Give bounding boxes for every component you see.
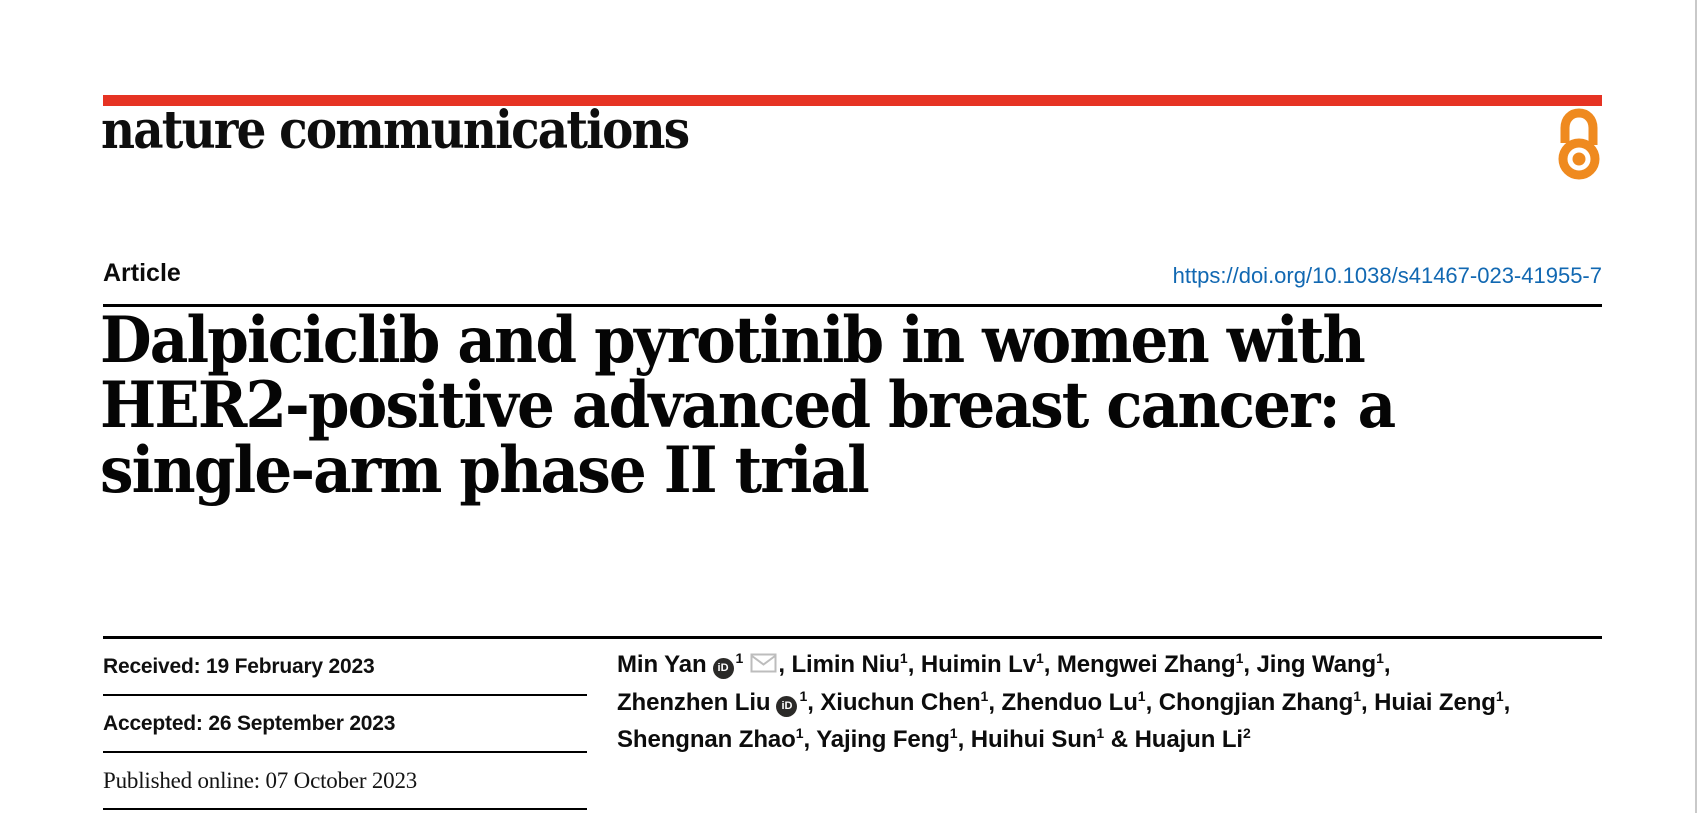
author-name: Chongjian Zhang xyxy=(1158,689,1354,716)
affiliation-superscript: 1 xyxy=(1495,688,1504,704)
header-divider-rule xyxy=(103,304,1602,307)
affiliation-superscript: 1 xyxy=(1137,688,1146,704)
author-name: Min Yan xyxy=(617,651,707,678)
author-list: Min Yan iD1, Limin Niu1, Huimin Lv1, Meng… xyxy=(617,646,1627,758)
journal-logo: nature communications xyxy=(101,100,690,161)
affiliation-superscript: 1 xyxy=(1353,688,1361,704)
author-separator: , xyxy=(803,726,817,753)
received-date: Received: 19 February 2023 xyxy=(103,654,375,678)
accepted-date-row: Accepted: 26 September 2023 xyxy=(103,696,587,753)
article-history: Received: 19 February 2023 Accepted: 26 … xyxy=(103,639,587,810)
author-name: Huajun Li xyxy=(1134,726,1244,753)
affiliation-superscript: 1 xyxy=(1376,650,1384,666)
author-name: Jing Wang xyxy=(1256,651,1377,678)
author-name: Zhenzhen Liu xyxy=(617,689,771,716)
author-separator: , xyxy=(957,726,971,753)
author-separator: , xyxy=(1361,689,1375,716)
received-date-row: Received: 19 February 2023 xyxy=(103,639,587,696)
author-name: Mengwei Zhang xyxy=(1056,651,1236,678)
author-name: Limin Niu xyxy=(791,651,900,678)
open-access-icon xyxy=(1556,107,1602,185)
published-date-row: Published online: 07 October 2023 xyxy=(103,753,587,810)
article-type-label: Article xyxy=(103,259,181,287)
affiliation-superscript: 1 xyxy=(1096,725,1105,741)
orcid-icon[interactable]: iD xyxy=(712,658,734,679)
author-name: Yajing Feng xyxy=(816,726,950,753)
page-edge-divider xyxy=(1695,0,1697,813)
author-name: Shengnan Zhao xyxy=(617,726,796,753)
brand-bar xyxy=(103,95,1602,106)
title-divider-rule xyxy=(103,636,1602,639)
article-title-line-2: HER2-positive advanced breast cancer: a xyxy=(100,368,1396,443)
affiliation-superscript: 1 xyxy=(899,650,908,666)
author-separator: , xyxy=(1043,651,1057,678)
author-separator: , xyxy=(1145,689,1159,716)
author-separator: & xyxy=(1104,726,1135,753)
affiliation-superscript: 1 xyxy=(735,650,744,666)
orcid-icon[interactable]: iD xyxy=(776,696,798,717)
author-name: Huihui Sun xyxy=(970,726,1097,753)
author-name: Zhenduo Lu xyxy=(1001,689,1138,716)
author-separator: , xyxy=(907,651,921,678)
affiliation-superscript: 1 xyxy=(949,725,958,741)
author-separator: , xyxy=(988,689,1002,716)
author-name: Xiuchun Chen xyxy=(820,689,981,716)
author-separator: , xyxy=(1383,651,1391,678)
affiliation-superscript: 1 xyxy=(980,688,989,704)
article-title: Dalpiciclib and pyrotinib in women with … xyxy=(100,308,1495,503)
accepted-date: Accepted: 26 September 2023 xyxy=(103,711,396,735)
affiliation-superscript: 1 xyxy=(1235,650,1244,666)
author-separator: , xyxy=(778,651,792,678)
article-title-line-3: single-arm phase II trial xyxy=(100,433,870,508)
affiliation-superscript: 2 xyxy=(1243,725,1251,741)
email-icon[interactable] xyxy=(750,647,777,684)
author-name: Huiai Zeng xyxy=(1374,689,1496,716)
author-name: Huimin Lv xyxy=(920,651,1036,678)
doi-link[interactable]: https://doi.org/10.1038/s41467-023-41955… xyxy=(1172,263,1602,288)
author-separator: , xyxy=(1503,689,1511,716)
affiliation-superscript: 1 xyxy=(795,725,804,741)
affiliation-superscript: 1 xyxy=(1035,650,1044,666)
published-date: Published online: 07 October 2023 xyxy=(103,767,418,793)
author-separator: , xyxy=(1243,651,1257,678)
article-title-line-1: Dalpiciclib and pyrotinib in women with xyxy=(100,303,1366,378)
author-separator: , xyxy=(807,689,821,716)
affiliation-superscript: 1 xyxy=(799,688,808,704)
